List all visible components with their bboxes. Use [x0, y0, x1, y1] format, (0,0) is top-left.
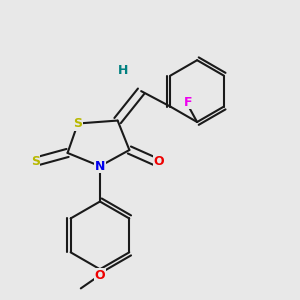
Text: S: S: [31, 155, 40, 168]
Text: O: O: [154, 155, 164, 168]
Text: S: S: [74, 117, 82, 130]
Text: O: O: [94, 268, 105, 282]
Text: H: H: [118, 64, 129, 77]
Text: N: N: [95, 160, 105, 173]
Text: F: F: [184, 96, 193, 109]
